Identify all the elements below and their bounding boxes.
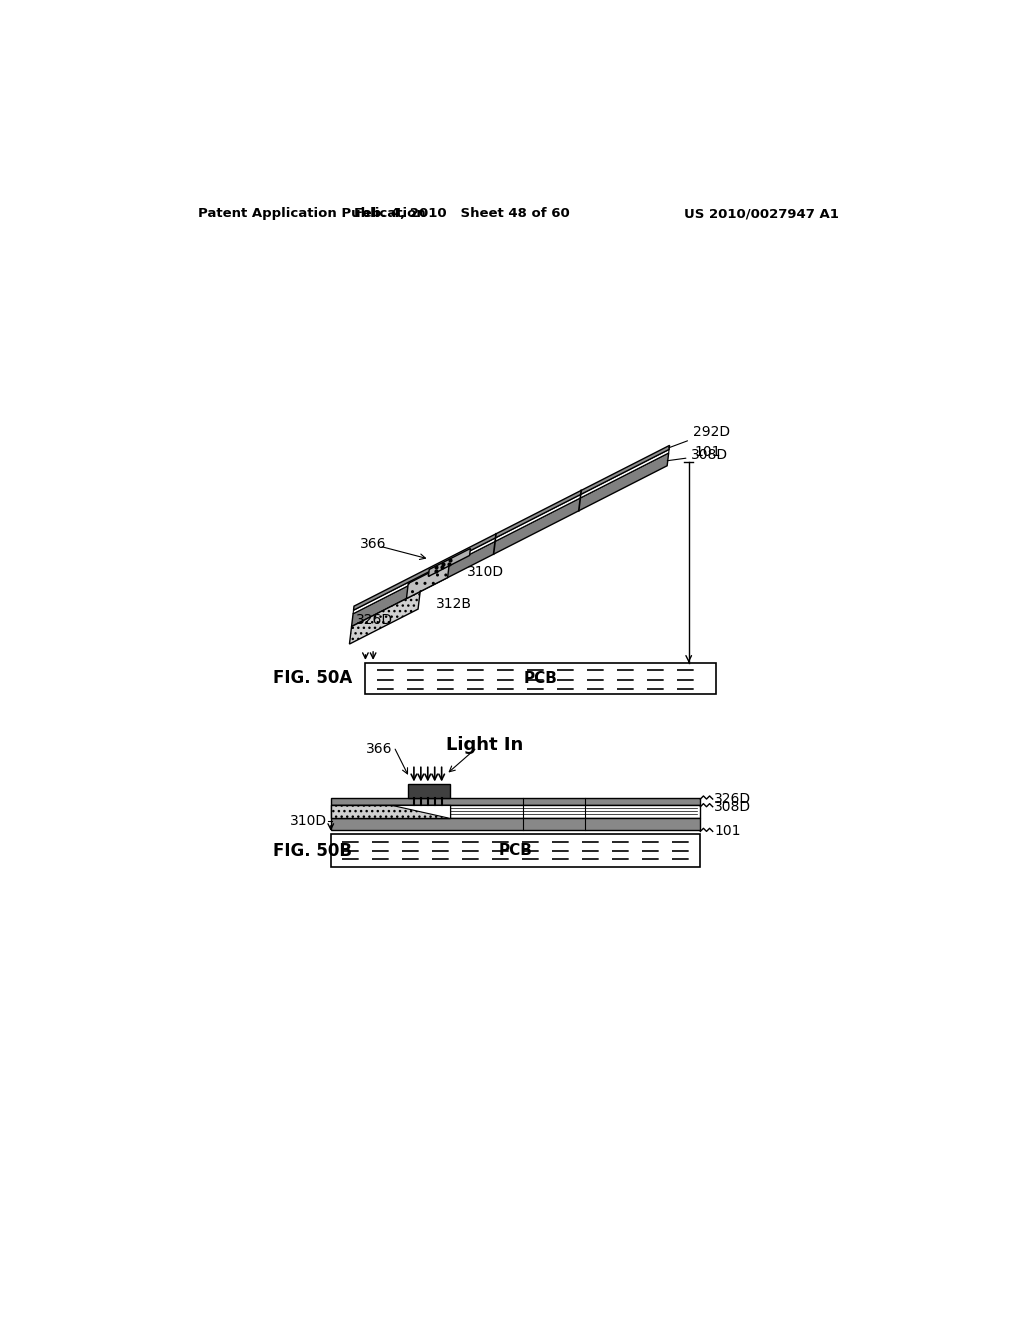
Text: 310D: 310D (467, 565, 504, 579)
Polygon shape (407, 562, 450, 598)
Text: 101: 101 (695, 445, 721, 459)
Polygon shape (353, 449, 669, 614)
Text: PCB: PCB (499, 842, 532, 858)
Polygon shape (408, 784, 451, 797)
Text: Light In: Light In (446, 737, 523, 754)
Polygon shape (366, 663, 716, 693)
Text: 312B: 312B (436, 597, 472, 611)
Text: 292D: 292D (669, 425, 730, 447)
Text: 101: 101 (714, 825, 740, 838)
Text: 366: 366 (360, 537, 387, 550)
Polygon shape (351, 453, 669, 627)
Polygon shape (349, 591, 420, 644)
Text: PCB: PCB (523, 671, 557, 685)
Text: 308D: 308D (668, 447, 728, 462)
Text: 366: 366 (366, 742, 392, 756)
Text: Feb. 4, 2010   Sheet 48 of 60: Feb. 4, 2010 Sheet 48 of 60 (353, 207, 569, 220)
Polygon shape (353, 445, 670, 610)
Text: Patent Application Publication: Patent Application Publication (199, 207, 426, 220)
Polygon shape (331, 797, 700, 805)
Text: FIG. 50A: FIG. 50A (273, 669, 352, 688)
Text: US 2010/0027947 A1: US 2010/0027947 A1 (684, 207, 839, 220)
Text: FIG. 50B: FIG. 50B (273, 842, 352, 861)
Text: 326D: 326D (714, 792, 752, 807)
Polygon shape (331, 817, 700, 830)
Polygon shape (331, 834, 700, 867)
Polygon shape (331, 805, 451, 817)
Text: 310D: 310D (290, 813, 327, 828)
Polygon shape (331, 805, 700, 817)
Text: 308D: 308D (714, 800, 752, 813)
Polygon shape (392, 805, 451, 817)
Text: 326D: 326D (356, 614, 393, 627)
Polygon shape (428, 549, 470, 577)
